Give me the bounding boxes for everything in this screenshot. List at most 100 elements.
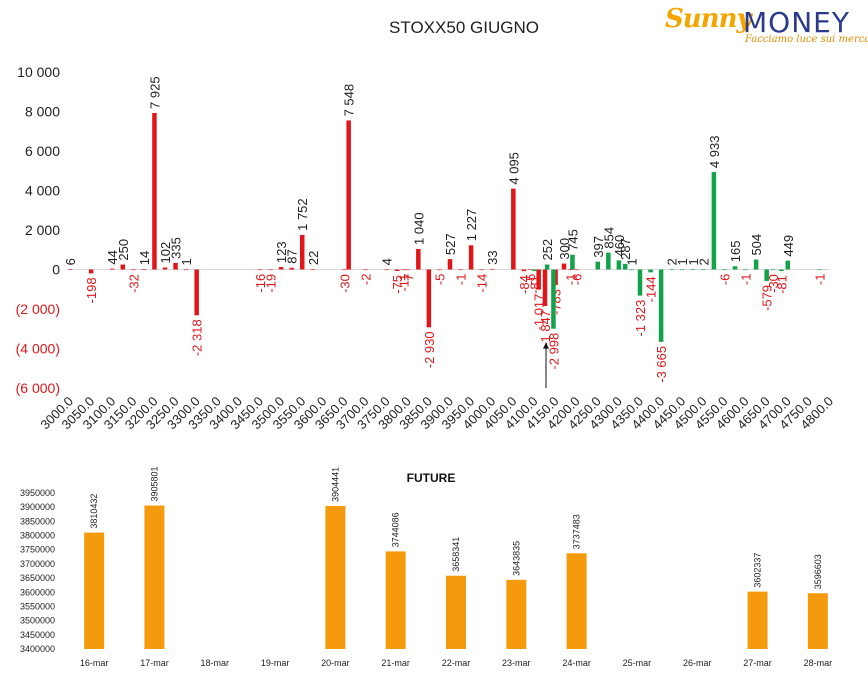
bar bbox=[616, 260, 622, 270]
bar bbox=[570, 254, 575, 270]
bar bbox=[401, 269, 406, 271]
data-label: -2 318 bbox=[190, 319, 205, 356]
data-label: 7 925 bbox=[147, 76, 162, 109]
data-label: 1 040 bbox=[411, 212, 426, 245]
bar bbox=[194, 269, 199, 316]
bar bbox=[606, 252, 611, 270]
logo-word-sunny: Sunny bbox=[665, 4, 752, 34]
bar bbox=[109, 268, 115, 270]
data-label: 300 bbox=[557, 238, 572, 260]
data-label: 527 bbox=[443, 233, 458, 255]
data-label: 4 933 bbox=[707, 136, 722, 169]
data-label: 1 bbox=[625, 258, 640, 265]
future-data-label: 3596603 bbox=[813, 554, 823, 589]
bar bbox=[785, 260, 791, 270]
bar bbox=[342, 269, 347, 271]
data-label: 7 548 bbox=[342, 84, 357, 117]
bar bbox=[764, 269, 769, 281]
bar bbox=[817, 269, 822, 271]
bar bbox=[173, 262, 178, 270]
future-x-tick-label: 23-mar bbox=[502, 658, 531, 668]
data-label: 14 bbox=[137, 251, 152, 265]
future-bar bbox=[566, 553, 587, 649]
data-label: -75 bbox=[390, 275, 405, 294]
future-y-tick-label: 3950000 bbox=[20, 488, 55, 498]
logo-word-money: MONEY bbox=[743, 6, 850, 39]
data-label: -2 bbox=[359, 274, 374, 286]
data-label: 449 bbox=[781, 235, 796, 257]
bar bbox=[532, 269, 537, 272]
bar bbox=[527, 269, 533, 271]
bar bbox=[544, 264, 550, 270]
bar bbox=[289, 267, 294, 270]
data-label: -6 bbox=[717, 274, 732, 286]
future-x-tick-label: 20-mar bbox=[321, 658, 350, 668]
data-label: 123 bbox=[274, 241, 289, 263]
future-bar bbox=[84, 532, 105, 649]
bar bbox=[384, 269, 389, 271]
stoxx50-options-chart: STOXX50 GIUGNO 10 000 8 000 6 000 4 000 2 00… bbox=[16, 18, 836, 432]
bar bbox=[521, 269, 527, 272]
bar bbox=[299, 234, 305, 270]
bar bbox=[595, 261, 601, 270]
y-tick-label: 8 000 bbox=[25, 104, 60, 120]
data-label: 1 752 bbox=[295, 198, 310, 231]
y-tick-label: 6 000 bbox=[25, 143, 60, 159]
data-label: -6 bbox=[570, 274, 585, 286]
data-label: -579 bbox=[760, 285, 775, 311]
future-bar bbox=[144, 505, 165, 649]
future-data-label: 3744086 bbox=[391, 512, 401, 547]
data-label: 2 bbox=[665, 258, 680, 265]
data-label: -81 bbox=[527, 275, 542, 294]
bar bbox=[542, 269, 548, 306]
bar bbox=[743, 269, 748, 271]
future-y-tick-label: 3550000 bbox=[20, 601, 55, 611]
bar bbox=[447, 259, 453, 270]
future-x-tick-label: 27-mar bbox=[743, 658, 772, 668]
data-label: -16 bbox=[253, 274, 268, 293]
future-x-tick-label: 18-mar bbox=[201, 658, 230, 668]
bar bbox=[363, 269, 368, 271]
future-y-tick-label: 3600000 bbox=[20, 587, 55, 597]
data-label: -84 bbox=[517, 275, 532, 294]
future-data-label: 3602337 bbox=[753, 553, 763, 588]
future-data-label: 3737483 bbox=[572, 514, 582, 549]
bar bbox=[437, 269, 442, 271]
data-label: -144 bbox=[644, 276, 659, 302]
logo-tagline: Facciamo luce sui mercati bbox=[745, 34, 868, 45]
bar bbox=[561, 263, 567, 270]
bar bbox=[257, 269, 263, 271]
data-label: -30 bbox=[337, 274, 352, 293]
data-label: -1 323 bbox=[633, 300, 648, 337]
future-x-tick-label: 21-mar bbox=[381, 658, 410, 668]
bar bbox=[88, 269, 94, 274]
data-label: 102 bbox=[158, 242, 173, 264]
data-label: 6 bbox=[63, 258, 78, 265]
future-x-tick-label: 19-mar bbox=[261, 658, 290, 668]
bar bbox=[489, 268, 495, 270]
bar bbox=[394, 269, 400, 271]
data-label: -19 bbox=[264, 274, 279, 293]
data-label: 745 bbox=[565, 229, 580, 251]
bar bbox=[679, 269, 685, 271]
y-tick-label: 2 000 bbox=[25, 222, 60, 238]
data-label: 252 bbox=[540, 239, 555, 261]
bar bbox=[183, 269, 189, 271]
y-tick-label: 4 000 bbox=[25, 183, 60, 199]
bar bbox=[669, 269, 674, 271]
bar bbox=[701, 269, 706, 271]
future-chart: FUTURE 3950000 3900000 3850000 3800000 37500… bbox=[20, 466, 832, 668]
y-tick-label: 0 bbox=[52, 262, 60, 278]
bar bbox=[732, 266, 738, 270]
data-label: -1 bbox=[454, 274, 469, 286]
data-label: -14 bbox=[475, 274, 490, 293]
bar bbox=[468, 245, 474, 270]
future-y-tick-label: 3900000 bbox=[20, 502, 55, 512]
bar bbox=[690, 269, 696, 271]
future-y-tick-label: 3700000 bbox=[20, 559, 55, 569]
data-label: 87 bbox=[285, 249, 300, 263]
y-tick-label: (6 000) bbox=[16, 380, 60, 396]
data-label: -5 bbox=[432, 274, 447, 286]
data-label: 4 bbox=[380, 258, 395, 265]
future-y-tick-label: 3450000 bbox=[20, 630, 55, 640]
